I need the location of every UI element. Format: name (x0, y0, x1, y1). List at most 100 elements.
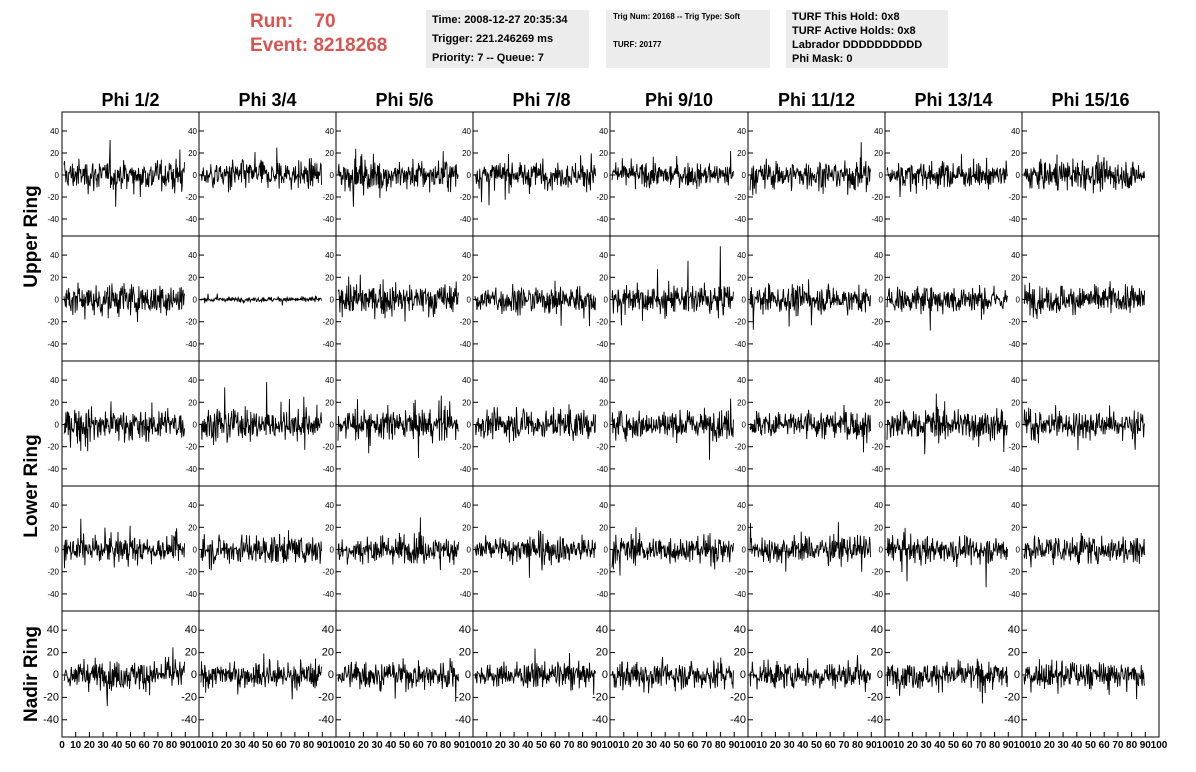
y-tick-label: 20 (874, 273, 883, 282)
y-tick-label: 40 (50, 376, 59, 385)
y-tick-label: 0 (740, 669, 746, 681)
y-tick-label: 20 (188, 398, 197, 407)
x-tick-label: 60 (825, 740, 837, 751)
y-tick-label: -40 (730, 714, 746, 726)
y-tick-label: -40 (459, 465, 471, 474)
y-tick-label: -40 (596, 465, 608, 474)
run-value: 70 (314, 11, 336, 32)
y-tick-label: -40 (455, 714, 471, 726)
y-tick-label: -40 (1008, 215, 1020, 224)
y-tick-label: 40 (188, 251, 197, 260)
x-tick-label: 60 (1099, 740, 1111, 751)
column-title: Phi 7/8 (512, 90, 570, 110)
y-tick-label: 0 (467, 421, 472, 430)
x-tick-label: 100 (602, 740, 619, 751)
x-tick-label: 50 (811, 740, 823, 751)
ring-label: Upper Ring (21, 185, 42, 287)
waveform-trace (337, 395, 459, 459)
y-tick-label: 0 (328, 669, 334, 681)
y-tick-label: -20 (734, 318, 746, 327)
y-tick-label: -20 (43, 691, 59, 703)
time-text: Time: 2008-12-27 20:35:34 (432, 14, 568, 26)
y-tick-label: 40 (325, 251, 334, 260)
y-tick-label: -40 (322, 465, 334, 474)
x-tick-label: 70 (289, 740, 301, 751)
y-tick-label: 0 (330, 171, 335, 180)
y-tick-label: 40 (462, 501, 471, 510)
y-tick-label: 40 (462, 376, 471, 385)
x-tick-label: 10 (207, 740, 219, 751)
waveform-trace (63, 518, 185, 569)
y-tick-label: -40 (43, 714, 59, 726)
y-tick-label: -40 (871, 465, 883, 474)
y-tick-label: -20 (47, 568, 59, 577)
y-tick-label: 20 (874, 523, 883, 532)
y-tick-label: 20 (871, 647, 883, 659)
x-tick-label: 80 (852, 740, 864, 751)
y-tick-label: 40 (737, 127, 746, 136)
y-tick-label: -40 (1008, 465, 1020, 474)
x-tick-label: 10 (618, 740, 630, 751)
y-tick-label: 40 (47, 624, 59, 636)
x-tick-label: 20 (221, 740, 233, 751)
x-tick-label: 70 (975, 740, 987, 751)
y-tick-label: -40 (592, 714, 608, 726)
y-tick-label: -20 (181, 691, 197, 703)
column-title: Phi 11/12 (778, 90, 855, 110)
y-tick-label: 40 (325, 376, 334, 385)
y-tick-label: 40 (188, 376, 197, 385)
x-tick-label: 90 (180, 740, 192, 751)
x-tick-label: 80 (303, 740, 315, 751)
y-tick-label: 40 (50, 251, 59, 260)
y-tick-label: 0 (742, 546, 747, 555)
y-tick-label: -40 (322, 590, 334, 599)
y-tick-label: -20 (318, 691, 334, 703)
event-value: 8218268 (313, 35, 388, 56)
x-tick-label: 30 (784, 740, 796, 751)
y-tick-label: 20 (47, 647, 59, 659)
x-tick-label: 40 (797, 740, 809, 751)
waveform-trace (1023, 659, 1145, 700)
y-tick-label: -40 (596, 340, 608, 349)
x-tick-label: 50 (399, 740, 411, 751)
y-tick-label: -20 (596, 318, 608, 327)
y-tick-label: 0 (879, 296, 884, 305)
x-tick-label: 20 (1044, 740, 1056, 751)
x-tick-label: 40 (385, 740, 397, 751)
y-tick-label: 40 (874, 501, 883, 510)
x-tick-label: 100 (1151, 740, 1168, 751)
y-tick-label: 20 (874, 398, 883, 407)
y-tick-label: 40 (599, 127, 608, 136)
waveform-trace (886, 658, 1008, 704)
event-label: Event: (250, 35, 309, 56)
y-tick-label: -20 (47, 193, 59, 202)
y-tick-label: -40 (596, 590, 608, 599)
x-tick-label: 30 (921, 740, 933, 751)
y-tick-label: -40 (322, 215, 334, 224)
y-tick-label: -40 (734, 340, 746, 349)
y-tick-label: -20 (455, 691, 471, 703)
labrador-text: Labrador DDDDDDDDDD (792, 39, 923, 51)
y-tick-label: 0 (604, 421, 609, 430)
x-tick-label: 70 (563, 740, 575, 751)
waveform-trace (749, 279, 871, 330)
x-tick-label: 70 (152, 740, 164, 751)
waveform-trace (200, 147, 322, 193)
x-tick-label: 40 (1071, 740, 1083, 751)
waveform-trace (337, 657, 459, 702)
x-tick-label: 30 (372, 740, 384, 751)
y-tick-label: 20 (737, 398, 746, 407)
x-tick-label: 10 (893, 740, 905, 751)
y-tick-label: -20 (592, 691, 608, 703)
column-title: Phi 9/10 (645, 90, 713, 110)
y-tick-label: -20 (1008, 443, 1020, 452)
x-tick-label: 10 (756, 740, 768, 751)
waveform-trace (611, 527, 734, 576)
waveform-trace (474, 648, 596, 695)
x-tick-label: 40 (522, 740, 534, 751)
y-tick-label: -20 (185, 568, 197, 577)
x-tick-label: 100 (328, 740, 345, 751)
event-line: Event: 8218268 (250, 34, 415, 58)
x-tick-label: 70 (701, 740, 713, 751)
